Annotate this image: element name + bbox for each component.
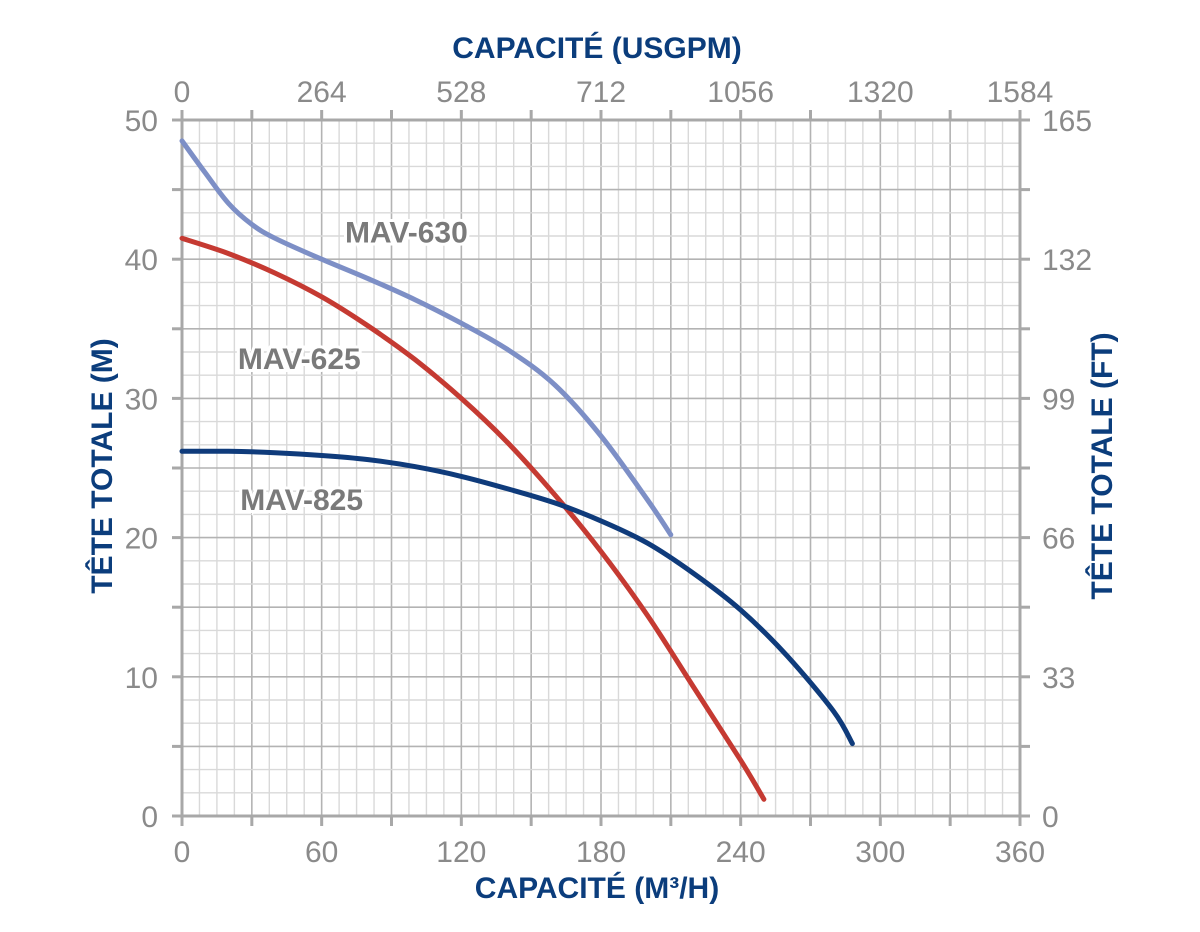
x-tick-label: 300 — [855, 836, 905, 869]
x2-tick-label: 528 — [436, 76, 486, 109]
series-label-mav-825: MAV-825 — [240, 484, 363, 517]
x2-tick-label: 0 — [174, 76, 191, 109]
x2-tick-label: 264 — [297, 76, 347, 109]
y-tick-label: 20 — [125, 523, 158, 556]
grid — [181, 119, 1021, 817]
x-tick-label: 60 — [305, 836, 338, 869]
x2-axis-title: CAPACITÉ (USGPM) — [452, 31, 741, 65]
series-line-mav-630 — [179, 138, 674, 538]
x2-tick-label: 1584 — [987, 76, 1054, 109]
y2-axis-title: TÊTE TOTALE (FT) — [1085, 332, 1119, 599]
x-tick-label: 0 — [174, 836, 191, 869]
series-label-mav-630: MAV-630 — [345, 216, 468, 249]
x-tick-label: 360 — [995, 836, 1045, 869]
y2-tick-label: 66 — [1042, 523, 1075, 556]
series-line-mav-625 — [179, 235, 767, 802]
series-line-mav-825 — [179, 448, 855, 747]
y2-tick-label: 0 — [1042, 801, 1059, 834]
x-tick-label: 240 — [716, 836, 766, 869]
y-tick-label: 50 — [125, 105, 158, 138]
series-lines — [179, 138, 855, 802]
x2-tick-label: 1056 — [707, 76, 774, 109]
x-tick-label: 120 — [436, 836, 486, 869]
x2-tick-label: 712 — [576, 76, 626, 109]
y2-tick-label: 99 — [1042, 383, 1075, 416]
x2-tick-label: 1320 — [847, 76, 914, 109]
series-labels: MAV-630 MAV-625 MAV-825 — [235, 213, 471, 519]
y2-tick-label: 132 — [1042, 244, 1092, 277]
y-tick-label: 30 — [125, 383, 158, 416]
y-tick-label: 10 — [125, 662, 158, 695]
plot-frame — [172, 110, 1030, 826]
y2-tick-label: 33 — [1042, 662, 1075, 695]
series-label-mav-625: MAV-625 — [238, 343, 361, 376]
y2-tick-label: 165 — [1042, 105, 1092, 138]
x-axis-title: CAPACITÉ (M³/H) — [475, 871, 719, 905]
y-axis-title: TÊTE TOTALE (M) — [85, 338, 119, 594]
x-tick-label: 180 — [576, 836, 626, 869]
y-tick-label: 0 — [141, 801, 158, 834]
y-tick-label: 40 — [125, 244, 158, 277]
